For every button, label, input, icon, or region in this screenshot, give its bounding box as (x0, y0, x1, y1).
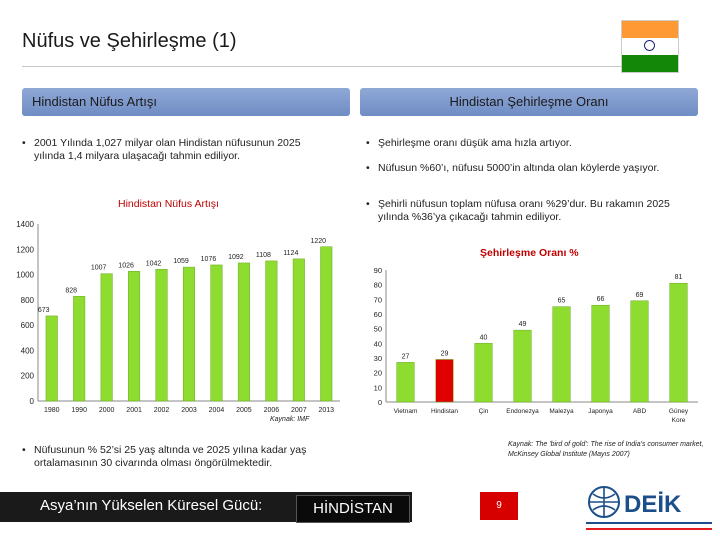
x-tick-label: 2004 (209, 407, 225, 414)
x-tick-label: 1990 (71, 407, 87, 414)
india-flag-icon (621, 20, 679, 73)
y-tick-label: 60 (374, 310, 382, 319)
data-label: 49 (519, 321, 527, 328)
age-bullet: Nüfusunun % 52’si 25 yaş altında ve 2025… (22, 444, 344, 470)
data-label: 673 (38, 307, 50, 314)
x-tick-label: 2005 (236, 407, 252, 414)
population-bullet: 2001 Yılında 1,027 milyar olan Hindistan… (22, 137, 334, 163)
data-label: 1124 (283, 250, 298, 257)
y-tick-label: 800 (21, 296, 35, 305)
deik-logo-icon: DEİK (586, 486, 712, 530)
x-tick-label: Malezya (549, 408, 574, 415)
data-label: 1092 (228, 254, 244, 261)
data-label: 81 (675, 274, 683, 281)
bar (210, 264, 223, 402)
y-tick-label: 1200 (16, 245, 34, 254)
bar (591, 304, 610, 403)
footer-caption: Asya’nın Yükselen Küresel Gücü: (40, 497, 263, 514)
data-label: 1059 (173, 258, 189, 265)
x-tick-label: 2007 (291, 407, 307, 414)
bar (474, 343, 493, 403)
y-tick-label: 50 (374, 325, 382, 334)
bar (265, 260, 278, 402)
slide-title: Nüfus ve Şehirleşme (1) (22, 30, 237, 52)
bar (237, 262, 250, 402)
bar (155, 269, 168, 402)
urbanization-bullet-2: Nüfusun %60’ı, nüfusu 5000’in altında ol… (366, 162, 688, 175)
y-tick-label: 1400 (16, 220, 34, 229)
y-tick-label: 1000 (16, 271, 34, 280)
bar (435, 359, 454, 403)
y-tick-label: 40 (374, 339, 382, 348)
left-panel-heading: Hindistan Nüfus Artışı (22, 88, 350, 116)
bar (45, 315, 58, 402)
data-label: 1220 (310, 238, 326, 245)
x-tick-label: Vietnam (394, 408, 418, 415)
urbanization-bullet-1: Şehirleşme oranı düşük ama hızla artıyor… (366, 137, 698, 150)
data-label: 29 (441, 350, 449, 357)
x-tick-label: Hindistan (431, 408, 458, 415)
y-tick-label: 70 (374, 295, 382, 304)
x-tick-label: Güney (669, 408, 689, 415)
bar (396, 362, 415, 403)
bar (292, 258, 305, 402)
x-tick-label: 1980 (44, 407, 60, 414)
y-tick-label: 30 (374, 354, 382, 363)
bar (669, 282, 688, 403)
urbanization-source: Kaynak: The 'bird of gold': The rise of … (508, 441, 704, 458)
page-number: 9 (480, 492, 518, 520)
y-tick-label: 90 (374, 266, 382, 275)
y-tick-label: 10 (374, 383, 382, 392)
x-tick-label: 2013 (318, 407, 334, 414)
bar (182, 266, 196, 402)
data-label: 65 (558, 298, 566, 305)
x-tick-label: Kore (672, 417, 686, 424)
data-label: 40 (480, 334, 488, 341)
y-tick-label: 400 (21, 346, 35, 355)
x-tick-label: 2000 (99, 407, 115, 414)
data-label: 69 (636, 292, 644, 299)
x-tick-label: Japonya (588, 408, 613, 415)
x-tick-label: Endonezya (506, 408, 539, 415)
data-label: 1076 (201, 256, 217, 263)
bar (100, 273, 113, 402)
y-tick-label: 0 (378, 398, 382, 407)
data-label: 1108 (256, 252, 271, 259)
data-label: 828 (65, 287, 77, 294)
data-label: 1026 (118, 262, 134, 269)
y-tick-label: 0 (30, 397, 35, 406)
data-label: 66 (597, 296, 605, 303)
y-tick-label: 600 (21, 321, 35, 330)
title-divider (22, 66, 622, 67)
x-tick-label: 2002 (154, 407, 170, 414)
x-tick-label: Çin (479, 408, 489, 415)
population-chart-title: Hindistan Nüfus Artışı (118, 198, 219, 210)
y-tick-label: 80 (374, 281, 382, 290)
svg-text:DEİK: DEİK (624, 491, 682, 518)
footer-highlight: HİNDİSTAN (296, 495, 410, 523)
data-label: 1042 (146, 260, 162, 267)
bar (630, 300, 649, 403)
data-label: 27 (402, 353, 410, 360)
y-tick-label: 20 (374, 369, 382, 378)
urbanization-chart-title: Şehirleşme Oranı % (480, 247, 579, 259)
data-label: 1007 (91, 265, 107, 272)
bar (320, 246, 333, 402)
right-panel-heading: Hindistan Şehirleşme Oranı (360, 88, 698, 116)
x-tick-label: ABD (633, 408, 647, 415)
x-tick-label: 2006 (264, 407, 280, 414)
urbanization-bullet-3: Şehirli nüfusun toplam nüfusa oranı %29’… (366, 198, 678, 224)
x-tick-label: 2001 (126, 407, 142, 414)
y-tick-label: 200 (21, 372, 35, 381)
bar (128, 271, 141, 402)
urbanization-chart: 0 10 20 30 40 50 60 70 80 90 27 Vietnam 29 Hindistan 4… (374, 266, 698, 424)
bar (552, 306, 571, 403)
x-tick-label: 2003 (181, 407, 197, 414)
population-chart-source: Kaynak: IMF (270, 416, 310, 423)
population-chart: 0 200 400 600 800 1000 1200 1400 673 1980 828 1990 1… (16, 220, 340, 414)
bar (513, 329, 532, 403)
bar (73, 296, 86, 402)
